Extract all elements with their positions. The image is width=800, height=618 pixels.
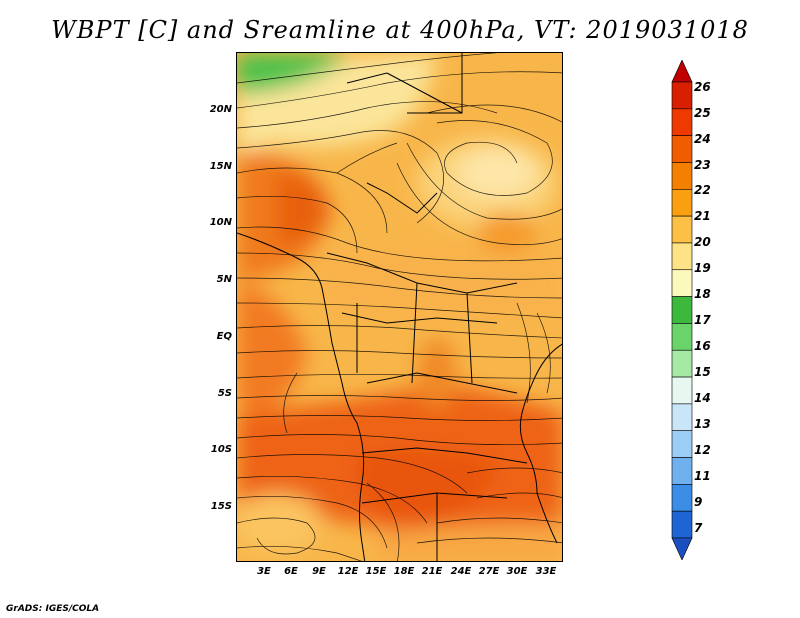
lat-tick-label: 5S — [217, 388, 232, 399]
lon-tick-label: 15E — [365, 566, 387, 577]
lon-tick-label: 33E — [535, 566, 557, 577]
colorbar-label: 24 — [694, 132, 711, 146]
colorbar — [671, 60, 693, 560]
colorbar-label: 18 — [694, 287, 711, 301]
colorbar-swatch — [671, 403, 693, 432]
lat-tick-label: 15N — [209, 161, 232, 172]
colorbar-label: 25 — [694, 106, 711, 120]
colorbar-label: 16 — [694, 339, 711, 353]
colorbar-swatch — [671, 215, 693, 244]
chart-title: WBPT [C] and Sreamline at 400hPa, VT: 20… — [51, 16, 749, 44]
colorbar-label: 15 — [694, 365, 711, 379]
lon-tick-label: 24E — [450, 566, 472, 577]
lat-tick-label: 10S — [210, 444, 232, 455]
coastlines-borders — [237, 53, 562, 561]
lon-tick-label: 6E — [284, 566, 298, 577]
lon-tick-label: 12E — [337, 566, 359, 577]
lon-tick-label: 3E — [257, 566, 271, 577]
colorbar-label: 22 — [694, 183, 711, 197]
colorbar-swatch — [671, 135, 693, 163]
lat-tick-label: 15S — [210, 501, 232, 512]
colorbar-label: 20 — [694, 235, 711, 249]
lon-tick-label: 18E — [393, 566, 415, 577]
map-panel — [236, 52, 563, 562]
temperature-field — [237, 53, 562, 561]
colorbar-swatch — [671, 510, 693, 539]
colorbar-label: 7 — [694, 521, 703, 535]
footer-credit: GrADS: IGES/COLA — [6, 604, 100, 614]
colorbar-label: 19 — [694, 261, 711, 275]
lon-tick-label: 21E — [421, 566, 443, 577]
colorbar-label: 12 — [694, 443, 711, 457]
lon-tick-label: 30E — [506, 566, 528, 577]
map-svg — [237, 53, 562, 561]
colorbar-swatch — [671, 349, 693, 378]
streamlines — [237, 53, 562, 561]
colorbar-swatch — [671, 323, 693, 351]
colorbar-label: 21 — [694, 209, 711, 223]
colorbar-swatch — [671, 242, 693, 271]
colorbar-label: 11 — [694, 469, 711, 483]
colorbar-swatch — [671, 457, 693, 485]
colorbar-swatch — [671, 296, 693, 324]
colorbar-swatch — [671, 376, 693, 405]
colorbar-swatch — [671, 188, 693, 217]
colorbar-swatch — [671, 269, 693, 297]
colorbar-swatch — [671, 537, 693, 560]
colorbar-label: 14 — [694, 391, 711, 405]
lon-tick-label: 27E — [478, 566, 500, 577]
lat-tick-label: 5N — [216, 274, 232, 285]
colorbar-label: 13 — [694, 417, 711, 431]
lat-tick-label: EQ — [216, 331, 232, 342]
lat-tick-label: 10N — [209, 217, 232, 228]
colorbar-swatch — [671, 108, 693, 136]
colorbar-swatch — [671, 430, 693, 458]
colorbar-label: 17 — [694, 313, 711, 327]
colorbar-label: 26 — [694, 80, 711, 94]
colorbar-swatch — [671, 484, 693, 512]
lon-tick-label: 9E — [312, 566, 326, 577]
colorbar-swatch — [671, 81, 693, 110]
colorbar-label: 23 — [694, 158, 711, 172]
colorbar-swatch — [671, 60, 693, 83]
lat-tick-label: 20N — [209, 104, 232, 115]
colorbar-label: 9 — [694, 495, 703, 509]
colorbar-swatch — [671, 162, 693, 190]
